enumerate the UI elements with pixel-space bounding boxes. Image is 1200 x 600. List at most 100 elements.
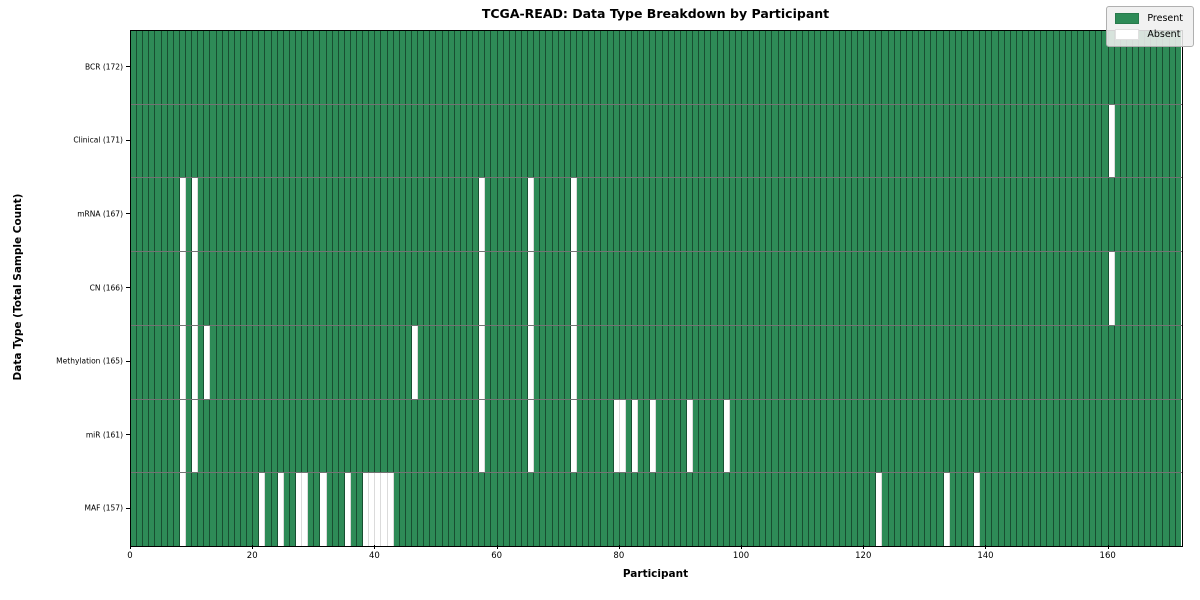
cell-present (919, 473, 926, 547)
cell-present (1084, 473, 1091, 547)
cell-present (815, 399, 822, 473)
cell-present (943, 31, 950, 104)
cell-absent (528, 399, 535, 473)
cell-present (650, 473, 657, 547)
cell-present (693, 178, 700, 252)
cell-present (1175, 178, 1181, 252)
cell-present (699, 31, 706, 104)
cell-present (546, 325, 553, 399)
cell-present (515, 473, 522, 547)
cell-present (601, 104, 608, 178)
cell-present (253, 252, 260, 325)
cell-present (473, 399, 480, 473)
cell-absent (363, 473, 370, 547)
cell-present (399, 252, 406, 325)
cell-present (656, 31, 663, 104)
cell-present (247, 399, 254, 473)
cell-present (925, 178, 932, 252)
cell-present (699, 325, 706, 399)
cell-present (705, 399, 712, 473)
cell-present (1120, 399, 1127, 473)
cell-present (644, 178, 651, 252)
cell-present (827, 252, 834, 325)
cell-present (992, 325, 999, 399)
cell-present (436, 252, 443, 325)
cell-present (839, 104, 846, 178)
cell-present (961, 178, 968, 252)
cell-present (888, 252, 895, 325)
cell-present (247, 178, 254, 252)
cell-present (619, 31, 626, 104)
cell-present (338, 178, 345, 252)
cell-present (711, 31, 718, 104)
cell-present (1071, 473, 1078, 547)
cell-present (625, 399, 632, 473)
cell-present (424, 104, 431, 178)
cell-present (607, 325, 614, 399)
cell-present (222, 178, 229, 252)
cell-present (717, 473, 724, 547)
cell-present (1139, 473, 1146, 547)
cell-present (1016, 473, 1023, 547)
cell-present (338, 252, 345, 325)
cell-present (326, 325, 333, 399)
cell-present (992, 473, 999, 547)
cell-present (1041, 325, 1048, 399)
cell-present (723, 104, 730, 178)
cell-present (686, 252, 694, 325)
cell-present (1053, 473, 1060, 547)
cell-present (289, 473, 296, 547)
cell-present (961, 252, 968, 325)
y-tick-label-mir: miR (161) (85, 430, 123, 440)
cell-present (1163, 252, 1170, 325)
cell-present (680, 104, 687, 178)
cell-present (1120, 31, 1127, 104)
cell-present (583, 252, 590, 325)
cell-present (796, 252, 804, 325)
cell-present (937, 473, 944, 547)
cell-present (509, 31, 516, 104)
cell-present (222, 325, 229, 399)
cell-present (754, 252, 761, 325)
cell-present (674, 31, 681, 104)
heatmap-row-methylation (131, 325, 1182, 400)
cell-present (949, 178, 956, 252)
cell-present (350, 473, 358, 547)
cell-present (1065, 473, 1072, 547)
cell-present (803, 473, 810, 547)
cell-present (216, 178, 223, 252)
cell-present (1047, 178, 1054, 252)
cell-present (1077, 399, 1085, 473)
cell-present (913, 104, 920, 178)
chart-title: TCGA-READ: Data Type Breakdown by Partic… (481, 6, 830, 21)
cell-present (143, 31, 150, 104)
cell-present (314, 31, 321, 104)
x-tick-label: 20 (246, 551, 258, 561)
cell-present (473, 178, 480, 252)
cell-present (705, 473, 712, 547)
cell-present (809, 325, 816, 399)
cell-present (289, 31, 296, 104)
x-tick-mark (252, 545, 254, 549)
cell-present (607, 399, 614, 473)
cell-present (405, 399, 413, 473)
cell-present (674, 252, 681, 325)
cell-absent (179, 399, 186, 473)
cell-present (320, 31, 327, 104)
cell-present (234, 325, 241, 399)
cell-present (375, 31, 382, 104)
cell-present (302, 31, 309, 104)
cell-present (399, 325, 406, 399)
cell-absent (192, 399, 199, 473)
cell-present (448, 104, 455, 178)
cell-present (748, 31, 755, 104)
cell-present (735, 325, 742, 399)
cell-present (949, 252, 956, 325)
cell-present (851, 31, 859, 104)
cell-present (497, 399, 504, 473)
cell-present (784, 252, 791, 325)
cell-absent (179, 252, 186, 325)
cell-present (436, 325, 443, 399)
cell-present (693, 104, 700, 178)
cell-present (381, 178, 388, 252)
